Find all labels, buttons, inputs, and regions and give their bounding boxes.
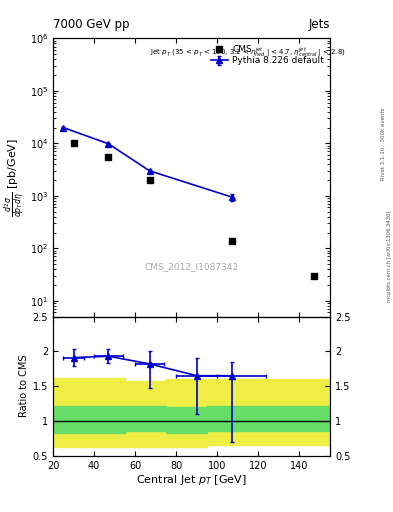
Text: mcplots.cern.ch [arXiv:1306.3436]: mcplots.cern.ch [arXiv:1306.3436] [387, 210, 392, 302]
Legend: CMS, Pythia 8.226 default: CMS, Pythia 8.226 default [209, 43, 326, 67]
CMS [311, 273, 316, 279]
Y-axis label: $\frac{d^2\sigma}{dp_T d\eta}$ [pb/GeV]: $\frac{d^2\sigma}{dp_T d\eta}$ [pb/GeV] [3, 138, 26, 217]
Text: Rivet 3.1.10,  300k events: Rivet 3.1.10, 300k events [381, 107, 386, 180]
X-axis label: Central Jet $p_T$ [GeV]: Central Jet $p_T$ [GeV] [136, 473, 247, 487]
Text: 7000 GeV pp: 7000 GeV pp [53, 18, 130, 31]
CMS [147, 177, 152, 183]
CMS [106, 154, 111, 160]
Line: CMS: CMS [71, 141, 316, 279]
Text: Jet $p_T$ (35 < $p_T$ < 150, 3.2 < $\eta^{jet}_{fwd}$ | < 4.7, $\eta^{jet}_{cent: Jet $p_T$ (35 < $p_T$ < 150, 3.2 < $\eta… [150, 46, 346, 59]
CMS [229, 238, 234, 244]
Text: CMS_2012_I1087342: CMS_2012_I1087342 [145, 262, 239, 271]
Text: Jets: Jets [309, 18, 330, 31]
CMS [71, 140, 76, 146]
Y-axis label: Ratio to CMS: Ratio to CMS [18, 355, 29, 417]
